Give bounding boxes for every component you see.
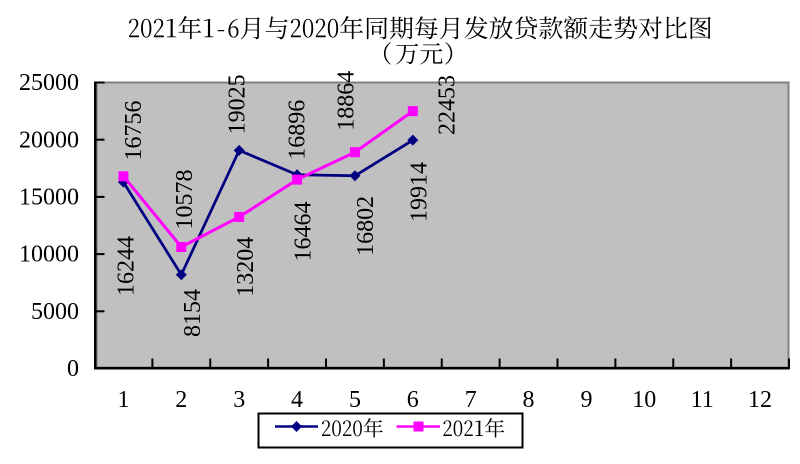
svg-text:5000: 5000 [31,299,79,325]
svg-text:2: 2 [175,387,187,413]
svg-text:1: 1 [117,387,129,413]
svg-text:19025: 19025 [224,74,250,134]
svg-text:22453: 22453 [435,75,461,135]
svg-text:8154: 8154 [180,289,206,337]
svg-text:3: 3 [233,387,245,413]
svg-text:6: 6 [407,387,419,413]
svg-text:16756: 16756 [121,101,147,161]
svg-text:8: 8 [523,387,535,413]
svg-text:7: 7 [465,387,477,413]
svg-text:16896: 16896 [284,100,310,160]
svg-text:18864: 18864 [334,71,360,131]
svg-text:16464: 16464 [291,202,317,262]
svg-text:16244: 16244 [113,236,139,296]
svg-text:20000: 20000 [19,127,79,153]
svg-text:25000: 25000 [19,70,79,96]
svg-text:15000: 15000 [19,185,79,211]
svg-text:19914: 19914 [406,162,432,222]
svg-text:10578: 10578 [172,170,198,230]
svg-text:5: 5 [349,387,361,413]
svg-text:11: 11 [691,387,714,413]
svg-text:10: 10 [632,387,656,413]
svg-text:16802: 16802 [353,196,379,256]
svg-text:0: 0 [67,356,79,382]
svg-text:12: 12 [748,387,772,413]
svg-text:13204: 13204 [233,237,259,297]
svg-text:4: 4 [291,387,303,413]
svg-text:9: 9 [580,387,592,413]
svg-text:10000: 10000 [19,242,79,268]
